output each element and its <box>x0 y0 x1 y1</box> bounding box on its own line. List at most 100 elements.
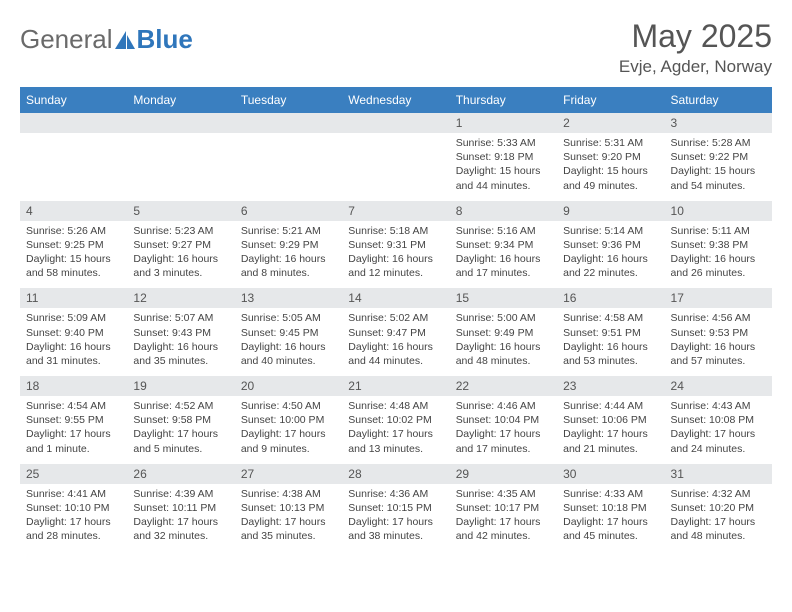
day-number: 23 <box>557 376 664 396</box>
day-details: Sunrise: 5:00 AMSunset: 9:49 PMDaylight:… <box>450 308 557 376</box>
day-details: Sunrise: 4:48 AMSunset: 10:02 PMDaylight… <box>342 396 449 464</box>
calendar-day-cell: 30Sunrise: 4:33 AMSunset: 10:18 PMDaylig… <box>557 464 664 552</box>
calendar-day-cell <box>235 113 342 201</box>
weekday-header: Tuesday <box>235 87 342 113</box>
weekday-header: Thursday <box>450 87 557 113</box>
day-number: 3 <box>665 113 772 133</box>
day-details: Sunrise: 5:23 AMSunset: 9:27 PMDaylight:… <box>127 221 234 289</box>
title-block: May 2025 Evje, Agder, Norway <box>619 18 772 77</box>
day-number: 28 <box>342 464 449 484</box>
day-number: 18 <box>20 376 127 396</box>
calendar-day-cell: 10Sunrise: 5:11 AMSunset: 9:38 PMDayligh… <box>665 201 772 289</box>
day-number: 10 <box>665 201 772 221</box>
calendar-day-cell: 22Sunrise: 4:46 AMSunset: 10:04 PMDaylig… <box>450 376 557 464</box>
calendar-table: Sunday Monday Tuesday Wednesday Thursday… <box>20 87 772 551</box>
calendar-day-cell: 12Sunrise: 5:07 AMSunset: 9:43 PMDayligh… <box>127 288 234 376</box>
day-details: Sunrise: 5:18 AMSunset: 9:31 PMDaylight:… <box>342 221 449 289</box>
calendar-day-cell: 25Sunrise: 4:41 AMSunset: 10:10 PMDaylig… <box>20 464 127 552</box>
calendar-day-cell: 13Sunrise: 5:05 AMSunset: 9:45 PMDayligh… <box>235 288 342 376</box>
day-number: 9 <box>557 201 664 221</box>
day-number: 11 <box>20 288 127 308</box>
calendar-day-cell: 29Sunrise: 4:35 AMSunset: 10:17 PMDaylig… <box>450 464 557 552</box>
weekday-header: Monday <box>127 87 234 113</box>
day-details: Sunrise: 5:21 AMSunset: 9:29 PMDaylight:… <box>235 221 342 289</box>
day-number: 22 <box>450 376 557 396</box>
calendar-day-cell: 5Sunrise: 5:23 AMSunset: 9:27 PMDaylight… <box>127 201 234 289</box>
day-number: 16 <box>557 288 664 308</box>
day-number: 19 <box>127 376 234 396</box>
day-number: 2 <box>557 113 664 133</box>
day-number <box>20 113 127 133</box>
day-details: Sunrise: 4:41 AMSunset: 10:10 PMDaylight… <box>20 484 127 552</box>
weekday-header-row: Sunday Monday Tuesday Wednesday Thursday… <box>20 87 772 113</box>
calendar-day-cell: 4Sunrise: 5:26 AMSunset: 9:25 PMDaylight… <box>20 201 127 289</box>
day-details <box>235 133 342 187</box>
day-details: Sunrise: 5:16 AMSunset: 9:34 PMDaylight:… <box>450 221 557 289</box>
day-details: Sunrise: 5:31 AMSunset: 9:20 PMDaylight:… <box>557 133 664 201</box>
logo-word2: Blue <box>137 24 193 55</box>
day-details: Sunrise: 4:50 AMSunset: 10:00 PMDaylight… <box>235 396 342 464</box>
calendar-day-cell: 31Sunrise: 4:32 AMSunset: 10:20 PMDaylig… <box>665 464 772 552</box>
day-details: Sunrise: 4:43 AMSunset: 10:08 PMDaylight… <box>665 396 772 464</box>
day-number: 27 <box>235 464 342 484</box>
day-details <box>342 133 449 187</box>
calendar-week-row: 1Sunrise: 5:33 AMSunset: 9:18 PMDaylight… <box>20 113 772 201</box>
month-title: May 2025 <box>619 18 772 55</box>
calendar-week-row: 11Sunrise: 5:09 AMSunset: 9:40 PMDayligh… <box>20 288 772 376</box>
day-number: 25 <box>20 464 127 484</box>
day-number: 5 <box>127 201 234 221</box>
calendar-day-cell: 11Sunrise: 5:09 AMSunset: 9:40 PMDayligh… <box>20 288 127 376</box>
calendar-day-cell: 28Sunrise: 4:36 AMSunset: 10:15 PMDaylig… <box>342 464 449 552</box>
day-details: Sunrise: 5:02 AMSunset: 9:47 PMDaylight:… <box>342 308 449 376</box>
day-number: 21 <box>342 376 449 396</box>
day-number: 6 <box>235 201 342 221</box>
weekday-header: Saturday <box>665 87 772 113</box>
day-details: Sunrise: 5:33 AMSunset: 9:18 PMDaylight:… <box>450 133 557 201</box>
day-details: Sunrise: 5:07 AMSunset: 9:43 PMDaylight:… <box>127 308 234 376</box>
calendar-page: General Blue May 2025 Evje, Agder, Norwa… <box>0 0 792 561</box>
day-details: Sunrise: 4:44 AMSunset: 10:06 PMDaylight… <box>557 396 664 464</box>
day-details: Sunrise: 4:52 AMSunset: 9:58 PMDaylight:… <box>127 396 234 464</box>
day-number: 26 <box>127 464 234 484</box>
day-details: Sunrise: 4:38 AMSunset: 10:13 PMDaylight… <box>235 484 342 552</box>
calendar-day-cell <box>127 113 234 201</box>
day-details: Sunrise: 5:28 AMSunset: 9:22 PMDaylight:… <box>665 133 772 201</box>
day-number: 15 <box>450 288 557 308</box>
calendar-day-cell: 2Sunrise: 5:31 AMSunset: 9:20 PMDaylight… <box>557 113 664 201</box>
calendar-body: 1Sunrise: 5:33 AMSunset: 9:18 PMDaylight… <box>20 113 772 551</box>
day-details <box>20 133 127 187</box>
day-number: 1 <box>450 113 557 133</box>
day-number: 7 <box>342 201 449 221</box>
day-details: Sunrise: 5:09 AMSunset: 9:40 PMDaylight:… <box>20 308 127 376</box>
day-number: 4 <box>20 201 127 221</box>
day-number: 17 <box>665 288 772 308</box>
calendar-day-cell: 17Sunrise: 4:56 AMSunset: 9:53 PMDayligh… <box>665 288 772 376</box>
calendar-day-cell: 20Sunrise: 4:50 AMSunset: 10:00 PMDaylig… <box>235 376 342 464</box>
day-number: 31 <box>665 464 772 484</box>
day-number: 30 <box>557 464 664 484</box>
calendar-day-cell: 1Sunrise: 5:33 AMSunset: 9:18 PMDaylight… <box>450 113 557 201</box>
day-number <box>127 113 234 133</box>
day-number: 13 <box>235 288 342 308</box>
day-details: Sunrise: 4:54 AMSunset: 9:55 PMDaylight:… <box>20 396 127 464</box>
day-number: 14 <box>342 288 449 308</box>
calendar-day-cell: 3Sunrise: 5:28 AMSunset: 9:22 PMDaylight… <box>665 113 772 201</box>
day-number <box>235 113 342 133</box>
day-details: Sunrise: 4:33 AMSunset: 10:18 PMDaylight… <box>557 484 664 552</box>
header: General Blue May 2025 Evje, Agder, Norwa… <box>20 18 772 77</box>
day-details: Sunrise: 4:46 AMSunset: 10:04 PMDaylight… <box>450 396 557 464</box>
calendar-day-cell: 21Sunrise: 4:48 AMSunset: 10:02 PMDaylig… <box>342 376 449 464</box>
day-details <box>127 133 234 187</box>
calendar-week-row: 4Sunrise: 5:26 AMSunset: 9:25 PMDaylight… <box>20 201 772 289</box>
calendar-day-cell: 27Sunrise: 4:38 AMSunset: 10:13 PMDaylig… <box>235 464 342 552</box>
calendar-day-cell: 18Sunrise: 4:54 AMSunset: 9:55 PMDayligh… <box>20 376 127 464</box>
day-details: Sunrise: 4:56 AMSunset: 9:53 PMDaylight:… <box>665 308 772 376</box>
day-number: 8 <box>450 201 557 221</box>
calendar-week-row: 18Sunrise: 4:54 AMSunset: 9:55 PMDayligh… <box>20 376 772 464</box>
calendar-week-row: 25Sunrise: 4:41 AMSunset: 10:10 PMDaylig… <box>20 464 772 552</box>
day-details: Sunrise: 5:26 AMSunset: 9:25 PMDaylight:… <box>20 221 127 289</box>
day-details: Sunrise: 4:36 AMSunset: 10:15 PMDaylight… <box>342 484 449 552</box>
calendar-day-cell <box>20 113 127 201</box>
day-details: Sunrise: 4:39 AMSunset: 10:11 PMDaylight… <box>127 484 234 552</box>
day-number: 29 <box>450 464 557 484</box>
